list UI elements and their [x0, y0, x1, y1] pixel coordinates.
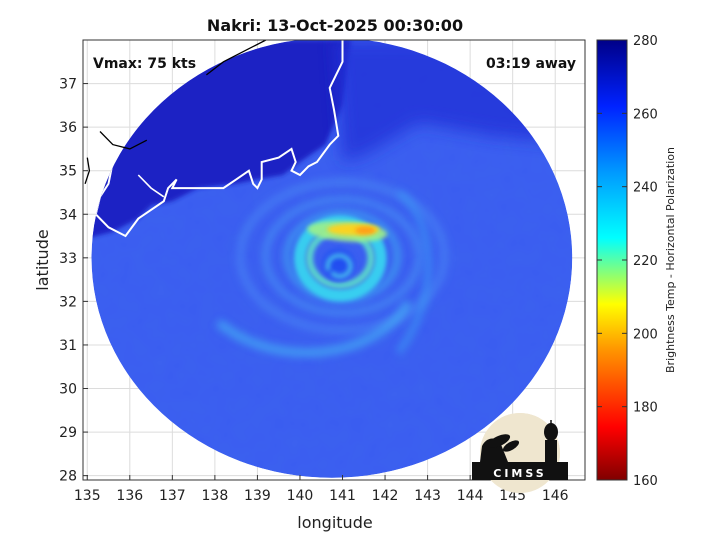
x-tick-label: 142 — [372, 488, 399, 504]
eyewall-ring — [293, 215, 387, 302]
x-tick-label: 135 — [74, 488, 101, 504]
y-tick-label: 28 — [59, 469, 77, 485]
colorbar-tick-label: 240 — [633, 181, 658, 196]
cimss-logo: CIMSS — [472, 413, 568, 493]
y-tick-label: 35 — [59, 164, 77, 180]
y-tick-label: 37 — [59, 77, 77, 93]
x-tick-label: 137 — [159, 488, 186, 504]
y-axis: 28 29 30 31 32 33 34 35 36 37 — [59, 77, 88, 485]
x-tick-label: 140 — [287, 488, 314, 504]
rain-band — [262, 196, 422, 316]
rain-band — [236, 178, 449, 335]
coastline — [91, 40, 344, 238]
chart-title: Nakri: 13-Oct-2025 00:30:00 — [207, 16, 463, 35]
x-axis-label: longitude — [297, 513, 372, 532]
x-tick-label: 141 — [329, 488, 356, 504]
colorbar-tick-label: 220 — [633, 254, 658, 269]
storm-structure — [215, 178, 449, 358]
y-tick-label: 32 — [59, 294, 77, 310]
plot-frame — [82, 39, 586, 481]
y-axis-label: latitude — [33, 229, 52, 290]
colorbar-tick-label: 160 — [633, 474, 658, 489]
spiral-arm — [395, 189, 432, 355]
y-tick-label: 29 — [59, 425, 77, 441]
colorbar-tick-label: 260 — [633, 107, 658, 122]
colorbar: 160 180 200 220 240 260 280 Brightness Temp - … — [596, 34, 677, 489]
x-tick-label: 143 — [414, 488, 441, 504]
colorbar-tick-label: 280 — [633, 34, 658, 49]
eye-spiral — [325, 253, 353, 279]
x-tick-label: 146 — [542, 488, 569, 504]
colorbar-ticks: 160 180 200 220 240 260 280 — [597, 34, 658, 489]
coastline-outside — [84, 40, 267, 185]
x-tick-label: 144 — [457, 488, 484, 504]
eyewall-peak — [355, 226, 376, 235]
logo-text: CIMSS — [493, 467, 546, 480]
colorbar-label: Brightness Temp - Horizontal Polarizatio… — [664, 147, 677, 373]
x-tick-label: 139 — [244, 488, 271, 504]
vmax-annotation: Vmax: 75 kts — [93, 56, 196, 72]
y-tick-label: 30 — [59, 382, 77, 398]
colorbar-tick-label: 200 — [633, 327, 658, 342]
x-tick-label: 138 — [202, 488, 229, 504]
time-away-annotation: 03:19 away — [486, 56, 576, 72]
y-tick-label: 34 — [59, 207, 77, 223]
y-tick-label: 33 — [59, 251, 77, 267]
y-tick-label: 31 — [59, 338, 77, 354]
x-tick-label: 136 — [116, 488, 143, 504]
colorbar-tick-label: 180 — [633, 401, 658, 416]
spiral-arm — [215, 299, 413, 358]
y-tick-label: 36 — [59, 120, 77, 136]
coastline-inner — [137, 174, 165, 198]
